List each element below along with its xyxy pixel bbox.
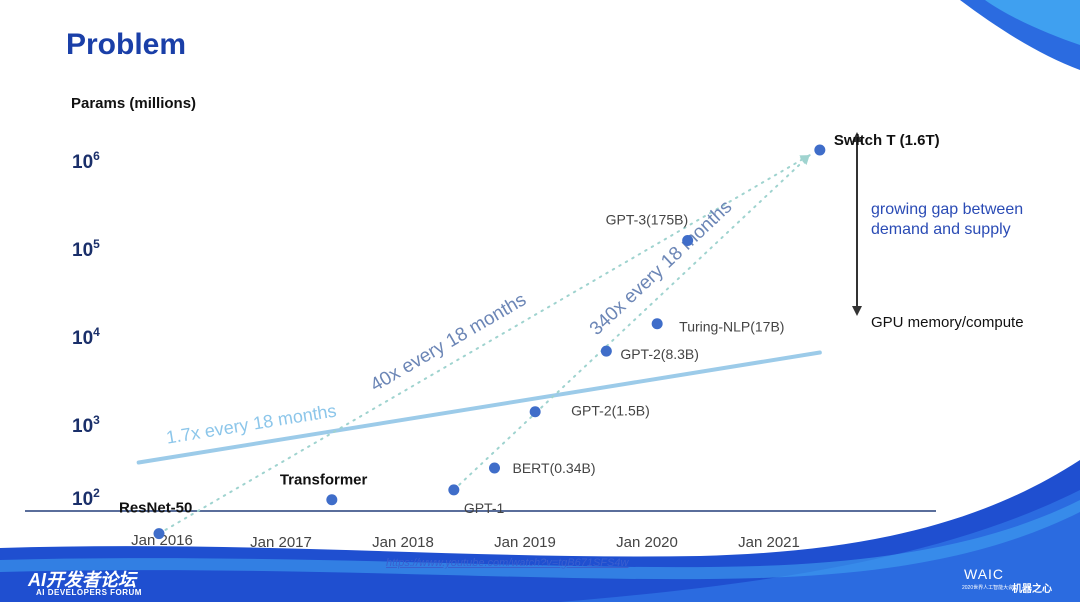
footer-wave-highlight — [0, 500, 1080, 580]
gap-arrowhead-top — [852, 132, 862, 142]
data-point-gpt-2-8-3b — [600, 345, 612, 357]
gap-annotation: growing gap between demand and supply — [871, 201, 1024, 238]
trend-arrowhead — [799, 155, 810, 165]
y-tick-base: 10 — [72, 240, 93, 261]
data-point-gpt-1 — [448, 484, 460, 496]
x-tick-label: Jan 2019 — [494, 534, 556, 551]
data-label-gpt-2-8-3b: GPT-2(8.3B) — [620, 346, 699, 362]
y-tick-exponent: 6 — [93, 149, 100, 163]
data-label-gpt-3-175b: GPT-3(175B) — [606, 212, 688, 228]
corner-swoosh-top-light — [985, 0, 1080, 45]
waic-logo: WAIC — [964, 566, 1005, 582]
gpu-annotation: GPU memory/compute — [871, 314, 1024, 331]
data-label-gpt-2-1-5b: GPT-2(1.5B) — [571, 403, 650, 419]
y-tick-base: 10 — [72, 416, 93, 437]
trend-label-40x-every-18-months: 40x every 18 months — [367, 289, 530, 396]
data-point-gpt-2-1-5b — [529, 406, 541, 418]
waic-subtitle: 2020世界人工智能大会 — [962, 585, 1014, 591]
data-label-turing-nlp-17b: Turing-NLP(17B) — [679, 319, 784, 335]
x-tick-label: Jan 2016 — [131, 532, 193, 549]
y-tick-label: 106 — [72, 149, 100, 173]
y-tick-exponent: 5 — [93, 237, 100, 251]
trend-label-1-7x-every-18-months: 1.7x every 18 months — [165, 400, 338, 447]
x-tick-label: Jan 2020 — [616, 534, 678, 551]
source-link[interactable]: https://www.youtube.com/watch?v=tgB671SF… — [386, 557, 629, 569]
x-tick-label: Jan 2018 — [372, 534, 434, 551]
x-tick-label: Jan 2017 — [250, 534, 312, 551]
y-tick-label: 102 — [72, 486, 100, 510]
gap-arrowhead-bottom — [852, 306, 862, 316]
data-label-gpt-1: GPT-1 — [464, 500, 505, 516]
y-tick-label: 105 — [72, 237, 100, 261]
data-point-resnet-50 — [153, 528, 165, 540]
y-tick-exponent: 3 — [93, 413, 100, 427]
x-tick-label: Jan 2021 — [738, 534, 800, 551]
y-tick-label: 103 — [72, 413, 100, 437]
jqzx-logo: 机器之心 — [1012, 584, 1052, 595]
data-point-gpt-3-175b — [682, 235, 694, 247]
y-tick-base: 10 — [72, 152, 93, 173]
data-label-bert-0-34b: BERT(0.34B) — [513, 460, 596, 476]
y-tick-exponent: 4 — [93, 325, 100, 339]
footer-wave-light — [560, 490, 1080, 602]
trend-line-1-7x-every-18-months — [136, 350, 822, 465]
data-point-switch-t-1-6t — [814, 144, 826, 156]
y-axis-label: Params (millions) — [71, 95, 197, 112]
data-label-resnet-50: ResNet-50 — [119, 500, 192, 517]
y-tick-label: 104 — [72, 325, 100, 349]
y-tick-base: 10 — [72, 328, 93, 349]
data-label-switch-t-1-6t: Switch T (1.6T) — [834, 132, 940, 149]
y-tick-base: 10 — [72, 489, 93, 510]
data-point-bert-0-34b — [489, 462, 500, 474]
page-title: Problem — [66, 28, 187, 61]
forum-logo-en: AI DEVELOPERS FORUM — [36, 588, 142, 597]
trend-line-40x-every-18-months — [158, 154, 811, 535]
data-point-turing-nlp-17b — [651, 318, 663, 330]
y-tick-exponent: 2 — [93, 486, 100, 500]
forum-logo-cn: AI开发者论坛 — [28, 570, 136, 590]
data-point-transformer — [326, 494, 338, 506]
trend-line-340x-every-18-months — [452, 154, 811, 491]
data-label-transformer: Transformer — [280, 472, 368, 489]
